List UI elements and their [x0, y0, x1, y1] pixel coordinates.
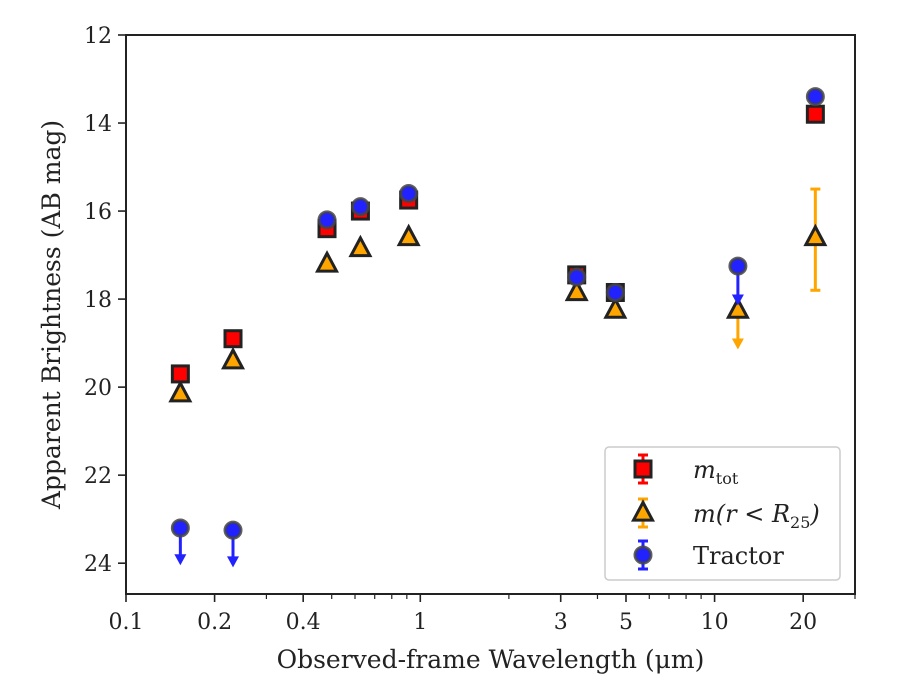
y-tick-label: 12 [84, 24, 112, 49]
point-triangle [315, 250, 340, 273]
legend-marker-square [633, 459, 653, 479]
point-triangle [603, 296, 628, 319]
legend-label: m(r < R25) [693, 500, 820, 532]
axes: 0.1 0.2 0.4 1 3 5 10 20 12 14 16 18 20 22 24 [84, 24, 856, 635]
point-circle [399, 183, 419, 203]
point-triangle [348, 234, 373, 258]
legend-label: mtot [693, 456, 739, 488]
point-square [170, 364, 190, 384]
y-tick-label: 16 [84, 200, 112, 225]
x-tick-label: 10 [701, 610, 729, 635]
x-axis-label: Observed-frame Wavelength (μm) [277, 645, 705, 674]
legend-box [604, 446, 841, 581]
x-tick-label: 20 [789, 610, 817, 635]
upper-limit-arrow-head [731, 294, 744, 306]
plot-frame [125, 34, 856, 595]
point-circle [567, 267, 587, 287]
y-tick-label: 20 [84, 376, 112, 401]
data-marks [168, 87, 828, 568]
x-tick-label: 5 [619, 610, 633, 635]
point-circle [350, 197, 370, 217]
point-circle [170, 518, 190, 538]
x-tick-label: 0.2 [197, 610, 232, 635]
legend-marker-triangle [630, 499, 656, 522]
y-tick-label: 18 [84, 288, 112, 313]
y-tick-label: 22 [84, 464, 112, 489]
point-triangle [396, 223, 421, 247]
y-axis-label: Apparent Brightness (AB mag) [37, 120, 66, 510]
series-circle [170, 87, 825, 568]
legend-marker-circle [633, 545, 653, 565]
point-triangle [221, 346, 246, 370]
point-triangle [725, 296, 750, 319]
x-tick-label: 3 [554, 610, 568, 635]
upper-limit-arrow-head [731, 338, 744, 350]
upper-limit-arrow-head [227, 556, 240, 568]
x-tick-label: 0.4 [286, 610, 321, 635]
legend: mtot m(r < R25) Tractor [604, 446, 841, 581]
point-square [805, 104, 825, 124]
point-circle [223, 520, 243, 540]
y-tick-label: 24 [84, 552, 112, 577]
series-square [170, 104, 825, 384]
x-tick-label: 1 [413, 610, 427, 635]
point-circle [728, 256, 748, 276]
point-circle [605, 282, 625, 302]
point-circle [317, 210, 337, 230]
y-tick-label: 14 [84, 112, 112, 137]
point-circle [805, 87, 825, 107]
point-square [223, 329, 243, 349]
point-triangle [803, 223, 828, 247]
point-triangle [168, 379, 193, 403]
series-triangle [168, 187, 828, 403]
x-tick-label: 0.1 [109, 610, 144, 635]
legend-label: Tractor [693, 542, 784, 570]
upper-limit-arrow-head [174, 554, 187, 566]
point-triangle [564, 278, 589, 302]
